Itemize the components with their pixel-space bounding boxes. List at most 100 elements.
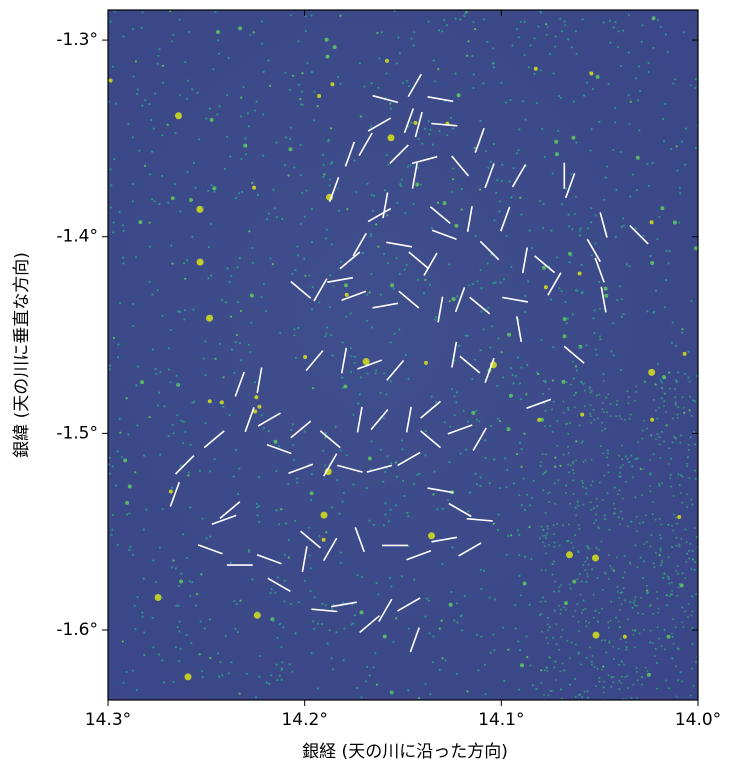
star [189, 506, 192, 509]
star [296, 477, 299, 480]
star [458, 344, 461, 347]
x-tick-label: 14.0° [675, 710, 721, 730]
star [328, 184, 331, 187]
star [265, 681, 268, 684]
star [618, 489, 621, 492]
star [656, 661, 659, 665]
star [310, 71, 314, 74]
star [626, 458, 629, 460]
star [551, 172, 554, 175]
star [238, 692, 241, 695]
star [370, 82, 373, 85]
star [368, 519, 371, 522]
star [678, 186, 682, 189]
star [650, 534, 653, 537]
star [189, 443, 192, 446]
star [412, 44, 415, 47]
star [110, 533, 113, 537]
star [128, 548, 131, 552]
star [424, 429, 427, 433]
star [207, 246, 211, 249]
star [571, 313, 574, 316]
star [292, 443, 295, 446]
star [267, 212, 271, 215]
star [117, 343, 120, 346]
star [159, 371, 162, 374]
star [155, 580, 158, 584]
polarization-vector [366, 464, 393, 473]
star [570, 541, 573, 544]
star [289, 602, 292, 606]
star [563, 20, 566, 23]
star [578, 234, 582, 237]
star [607, 471, 610, 474]
star [565, 492, 568, 494]
plot-area [107, 9, 699, 701]
star [528, 504, 532, 507]
star [615, 403, 618, 406]
star [136, 92, 139, 96]
star [632, 601, 635, 604]
star [475, 409, 478, 412]
star [394, 504, 398, 507]
x-tick-label: 14.2° [281, 710, 327, 730]
star [492, 66, 495, 69]
star [595, 394, 598, 397]
star [661, 482, 663, 485]
star [657, 607, 660, 610]
star [330, 127, 333, 130]
star [337, 209, 341, 212]
star [592, 507, 595, 510]
star [520, 663, 524, 668]
star [275, 509, 278, 512]
star [589, 391, 592, 394]
star [681, 680, 684, 683]
star [609, 565, 612, 567]
star [171, 423, 174, 426]
star [635, 385, 638, 388]
star [528, 603, 531, 607]
star [341, 500, 344, 503]
star [658, 484, 661, 487]
star [291, 272, 294, 275]
star [283, 579, 286, 582]
star [451, 297, 456, 302]
star [517, 36, 520, 39]
polarization-vector [389, 144, 409, 164]
star [649, 472, 652, 475]
star [677, 572, 680, 575]
star [238, 467, 241, 470]
star [515, 28, 518, 31]
star [185, 634, 188, 637]
star [504, 101, 508, 104]
star [369, 232, 373, 235]
star [452, 167, 455, 170]
polarization-vector [354, 527, 365, 553]
star [612, 645, 614, 648]
star [234, 341, 237, 344]
star [643, 380, 646, 383]
star [605, 396, 608, 399]
polarization-vector [311, 608, 338, 613]
star [514, 627, 517, 630]
star [560, 584, 563, 586]
star [148, 416, 151, 419]
star [620, 417, 623, 420]
star [569, 421, 572, 424]
star [686, 456, 689, 459]
star [434, 400, 438, 403]
star [387, 262, 390, 265]
star [395, 62, 398, 65]
star [564, 187, 568, 190]
star [619, 64, 623, 67]
star [676, 522, 679, 525]
star [294, 269, 297, 272]
star [670, 593, 672, 596]
star [519, 441, 522, 444]
star [260, 42, 264, 45]
star [121, 640, 124, 643]
star [619, 592, 622, 594]
star [272, 619, 275, 622]
star [695, 374, 698, 377]
polarization-vector [386, 241, 413, 248]
